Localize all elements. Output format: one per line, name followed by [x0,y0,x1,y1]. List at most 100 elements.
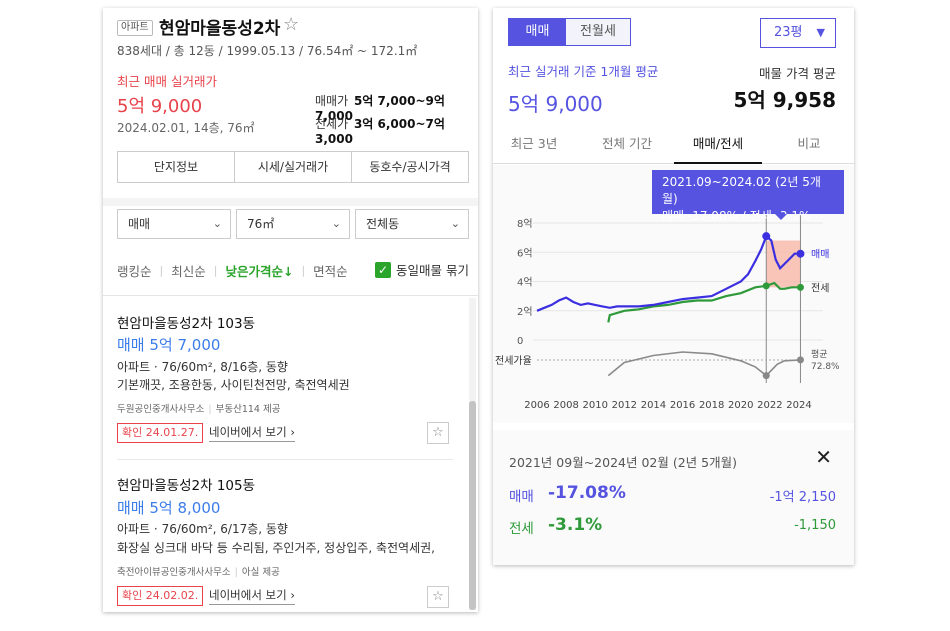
x-tick-label: 2020 [728,400,753,411]
summary-jeonse-pct: -3.1% [548,515,603,535]
checkbox-checked-icon[interactable]: ✓ [375,261,391,278]
jeonse-end-dot [796,283,804,291]
group-same-label: 동일매물 묶기 [396,263,469,278]
tab-complex-info[interactable]: 단지정보 [118,152,235,182]
recent-avg-price: 5억 9,000 [508,92,603,116]
confirm-date-badge: 확인 24.01.27. [117,423,204,443]
x-tick-label: 2022 [757,400,782,411]
view-on-naver-link[interactable]: 네이버에서 보기 › [209,586,295,605]
y-tick-label: 0 [517,336,523,347]
list-divider [103,295,478,296]
summary-jeonse-label: 전세 [509,521,534,537]
ratio-start-dot [762,372,770,380]
x-tick-label: 2014 [641,400,666,411]
card-divider [117,459,453,460]
listing-title[interactable]: 현암마을동성2차 103동 [117,316,256,332]
agent-name: 축전아이뷰공인중개사사무소 [117,567,231,578]
recent-price: 5억 9,000 [117,96,203,117]
area-value: 76㎡ [247,217,275,231]
group-same-listings-toggle[interactable]: ✓ 동일매물 묶기 [375,260,469,279]
series-line-jeonse [607,281,801,323]
sort-ranking[interactable]: 랭킹순 [117,264,152,279]
building-value: 전체동 [366,217,400,231]
chevron-down-icon: ⌄ [331,217,341,230]
chevron-down-icon: ⌄ [450,217,460,230]
x-tick-label: 2016 [670,400,695,411]
series-label-sale: 매매 [811,249,829,261]
listing-agent: 축전아이뷰공인중개사사무소 | 아실 제공 [117,567,280,578]
agent-name: 두원공인중개사사무소 [117,404,205,415]
x-tick-label: 2010 [582,400,607,411]
tab-unit-price[interactable]: 동호수/공시가격 [369,160,451,174]
trade-type-value: 매매 [128,217,151,231]
period-tabs: 최근 3년 전체 기간 매매/전세 비교 [493,129,854,164]
complex-name: 현암마을동성2차 [159,19,281,39]
scrollbar-thumb[interactable] [469,401,476,610]
listing-avg-price: 5억 9,958 [733,88,836,112]
close-icon[interactable]: ✕ [815,445,832,469]
listing-avg-label: 매물 가격 평균 [759,66,836,81]
favorite-star-icon[interactable]: ☆ [427,586,449,608]
jeonse-range-label: 전세가 [315,117,349,131]
listing-title[interactable]: 현암마을동성2차 105동 [117,478,256,494]
price-basis-label: 최근 실거래 기준 1개월 평균 [508,64,659,79]
jeonse-range-value: 3억 6,000~7억 3,000 [315,117,445,146]
x-tick-label: 2024 [786,400,811,411]
x-tick-label: 2008 [553,400,578,411]
trade-type-select[interactable]: 매매 ⌄ [117,209,231,239]
chevron-down-icon: ⌄ [212,217,222,230]
area-select[interactable]: 76㎡ ⌄ [236,209,350,239]
favorite-star-icon[interactable]: ☆ [283,14,300,35]
segment-sale[interactable]: 매매 [509,19,566,45]
summary-box [493,430,854,565]
building-select[interactable]: 전체동 ⌄ [355,209,469,239]
series-line-ratio [607,351,801,377]
sale-range: 매매가 5억 7,000~9억 7,000 [315,92,478,123]
recent-price-label: 최근 매매 실거래가 [117,74,217,89]
listing-description: 화장실 싱크대 바닥 등 수리됨, 주인거주, 정상입주, 축전역세권, [117,541,435,555]
x-tick-label: 2006 [524,400,549,411]
sort-options: 랭킹순 | 최신순 | 낮은가격순↓ | 면적순 [117,261,348,280]
sort-newest[interactable]: 최신순 [171,264,206,279]
sort-lowest-price[interactable]: 낮은가격순↓ [225,264,294,279]
sale-range-value: 5억 7,000~9억 7,000 [315,94,445,123]
size-value: 23평 [774,25,803,40]
listing-panel: 아파트 현암마을동성2차 ☆ 838세대 / 총 12동 / 1999.05.1… [103,8,478,612]
tab-compare[interactable]: 비교 [797,136,821,151]
listing-price: 매매 5억 7,000 [117,336,221,354]
series-line-sale [536,234,801,312]
ratio-avg-label: 평균 [811,349,828,360]
sale-end-dot [796,249,805,258]
listing-description: 기본깨끗, 조용한동, 사이틴천전망, 축전역세권 [117,378,350,392]
confirm-date-badge: 확인 24.02.02. [117,586,204,606]
trade-type-segment: 매매 전월세 [508,18,631,46]
summary-sale-pct: -17.08% [548,483,626,503]
view-on-naver-link[interactable]: 네이버에서 보기 › [209,423,295,442]
ratio-label: 전세가율 [495,355,532,367]
type-badge: 아파트 [117,20,153,36]
size-dropdown[interactable]: 23평 ▼ [760,18,836,48]
y-tick-label: 8억 [517,218,533,230]
x-tick-label: 2012 [612,400,637,411]
jeonse-range: 전세가 3억 6,000~7억 3,000 [315,115,478,146]
tab-price-history[interactable]: 시세/실거래가 [235,152,352,182]
tooltip-period: 2021.09~2024.02 (2년 5개월) [662,175,821,206]
complex-tabs: 단지정보 시세/실거래가 동호수/공시가격 [117,151,469,183]
summary-sale-amount: -1억 2,150 [769,490,836,505]
complex-meta: 838세대 / 총 12동 / 1999.05.13 / 76.54㎡ ~ 17… [117,44,418,58]
segment-rent[interactable]: 전월세 [566,19,630,45]
price-panel: 매매 전월세 23평 ▼ 최근 실거래 기준 1개월 평균 매물 가격 평균 5… [493,8,854,565]
tab-sale-jeonse[interactable]: 매매/전세 [674,129,762,164]
tab-all-period[interactable]: 전체 기간 [602,136,652,151]
summary-period: 2021년 09월~2024년 02월 (2년 5개월) [509,455,737,470]
summary-jeonse-amount: -1,150 [794,518,836,533]
tab-recent-3y[interactable]: 최근 3년 [510,136,558,151]
data-source: 부동산114 제공 [215,404,281,415]
x-tick-label: 2018 [699,400,724,411]
sort-area[interactable]: 면적순 [313,264,348,279]
listing-price: 매매 5억 8,000 [117,499,221,517]
recent-price-info: 2024.02.01, 14층, 76㎡ [117,121,255,135]
listing-spec: 아파트 · 76/60m², 8/16층, 동향 [117,360,288,374]
favorite-star-icon[interactable]: ☆ [427,422,449,444]
